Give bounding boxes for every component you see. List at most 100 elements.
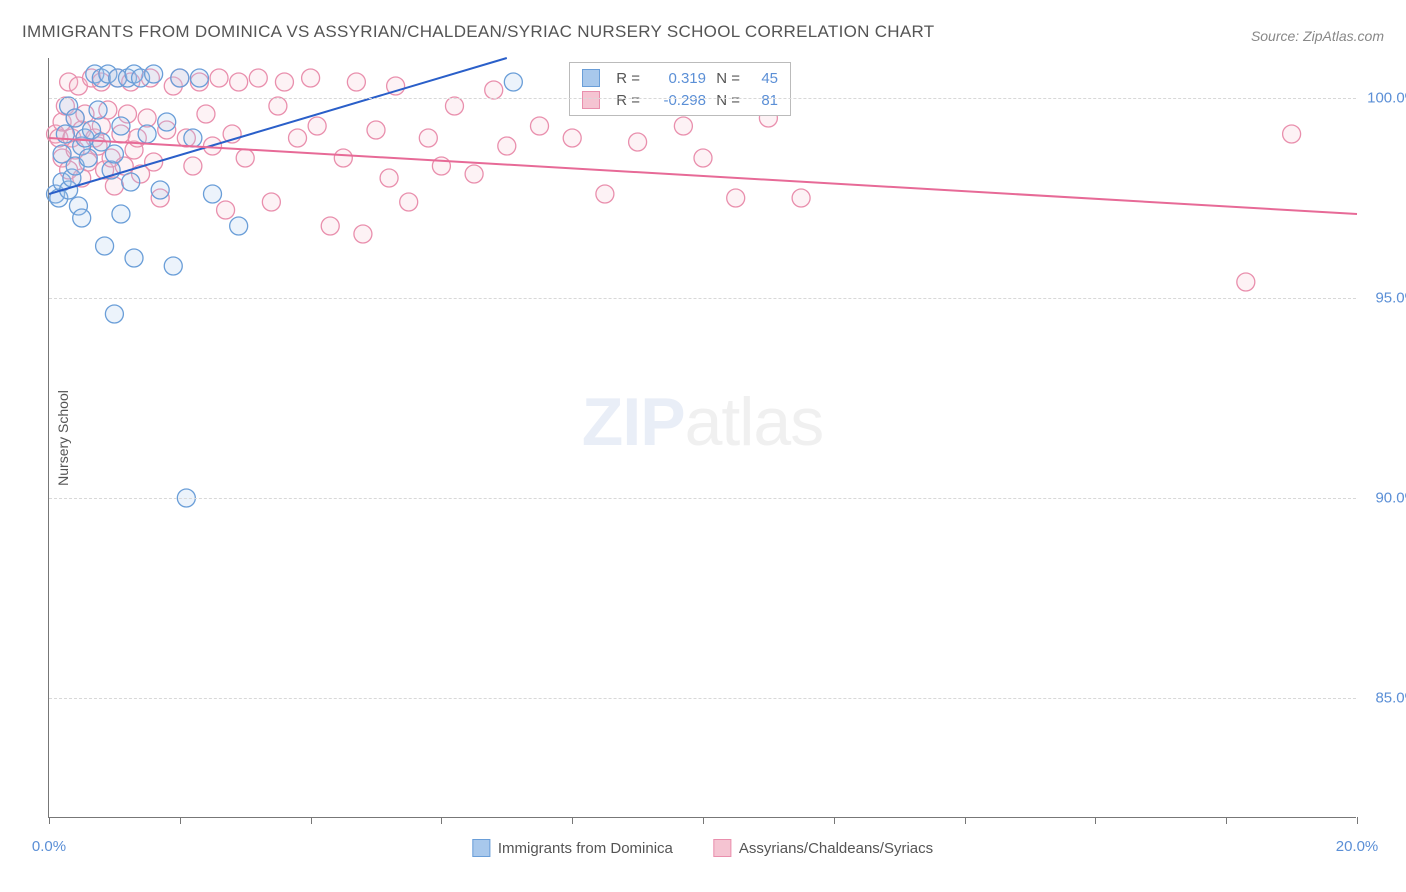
scatter-point: [1283, 125, 1301, 143]
scatter-point: [164, 257, 182, 275]
stats-row-series2: R = -0.298 N = 81: [582, 89, 778, 111]
scatter-point: [485, 81, 503, 99]
y-tick-label: 100.0%: [1367, 90, 1406, 107]
x-tick: [49, 817, 50, 824]
legend-label-2: Assyrians/Chaldeans/Syriacs: [739, 840, 933, 857]
scatter-point: [498, 137, 516, 155]
scatter-point: [125, 249, 143, 267]
scatter-point: [275, 73, 293, 91]
scatter-point: [217, 201, 235, 219]
scatter-point: [66, 109, 84, 127]
x-tick: [834, 817, 835, 824]
legend-label-1: Immigrants from Dominica: [498, 840, 673, 857]
scatter-point: [262, 193, 280, 211]
correlation-stats-box: R = 0.319 N = 45 R = -0.298 N = 81: [569, 62, 791, 116]
scatter-point: [145, 65, 163, 83]
x-tick-label: 0.0%: [32, 838, 66, 855]
stats-n-value-1: 45: [746, 70, 778, 87]
scatter-point: [89, 101, 107, 119]
scatter-point: [419, 129, 437, 147]
x-tick: [1357, 817, 1358, 824]
scatter-point: [445, 97, 463, 115]
scatter-point: [354, 225, 372, 243]
scatter-point: [367, 121, 385, 139]
y-tick-label: 95.0%: [1375, 290, 1406, 307]
scatter-point: [465, 165, 483, 183]
gridline: [49, 698, 1356, 699]
legend-item-2: Assyrians/Chaldeans/Syriacs: [713, 839, 933, 857]
scatter-point: [190, 69, 208, 87]
scatter-point: [204, 185, 222, 203]
scatter-point: [674, 117, 692, 135]
scatter-point: [230, 73, 248, 91]
scatter-point: [96, 237, 114, 255]
scatter-point: [249, 69, 267, 87]
scatter-point: [792, 189, 810, 207]
stats-row-series1: R = 0.319 N = 45: [582, 67, 778, 89]
scatter-point: [138, 125, 156, 143]
scatter-point: [79, 149, 97, 167]
scatter-point: [138, 109, 156, 127]
scatter-point: [1237, 273, 1255, 291]
x-tick: [965, 817, 966, 824]
chart-title: IMMIGRANTS FROM DOMINICA VS ASSYRIAN/CHA…: [22, 22, 934, 42]
legend: Immigrants from Dominica Assyrians/Chald…: [472, 839, 933, 857]
stats-swatch-2: [582, 91, 600, 109]
stats-r-label-1: R =: [612, 70, 640, 87]
scatter-point: [629, 133, 647, 151]
scatter-point: [158, 113, 176, 131]
gridline: [49, 298, 1356, 299]
scatter-point: [380, 169, 398, 187]
chart-plot-area: Nursery School ZIPatlas R = 0.319 N = 45…: [48, 58, 1356, 818]
scatter-point: [197, 105, 215, 123]
stats-n-label-2: N =: [712, 92, 740, 109]
gridline: [49, 498, 1356, 499]
legend-item-1: Immigrants from Dominica: [472, 839, 673, 857]
stats-r-value-1: 0.319: [646, 70, 706, 87]
x-tick: [441, 817, 442, 824]
stats-r-label-2: R =: [612, 92, 640, 109]
scatter-point: [210, 69, 228, 87]
scatter-point: [73, 209, 91, 227]
x-tick: [180, 817, 181, 824]
scatter-point: [308, 117, 326, 135]
scatter-point: [321, 217, 339, 235]
scatter-point: [171, 69, 189, 87]
scatter-point: [184, 129, 202, 147]
scatter-plot-svg: [49, 58, 1356, 817]
x-tick: [1226, 817, 1227, 824]
stats-swatch-1: [582, 69, 600, 87]
scatter-point: [236, 149, 254, 167]
scatter-point: [105, 305, 123, 323]
scatter-point: [531, 117, 549, 135]
scatter-point: [504, 73, 522, 91]
scatter-point: [112, 117, 130, 135]
scatter-point: [230, 217, 248, 235]
scatter-point: [269, 97, 287, 115]
scatter-point: [289, 129, 307, 147]
y-tick-label: 85.0%: [1375, 690, 1406, 707]
y-tick-label: 90.0%: [1375, 490, 1406, 507]
scatter-point: [563, 129, 581, 147]
x-tick: [572, 817, 573, 824]
scatter-point: [694, 149, 712, 167]
source-label: Source: ZipAtlas.com: [1251, 28, 1384, 44]
scatter-point: [122, 173, 140, 191]
scatter-point: [727, 189, 745, 207]
stats-n-value-2: 81: [746, 92, 778, 109]
scatter-point: [184, 157, 202, 175]
scatter-point: [151, 181, 169, 199]
x-tick-label: 20.0%: [1336, 838, 1379, 855]
scatter-point: [112, 205, 130, 223]
stats-n-label-1: N =: [712, 70, 740, 87]
scatter-point: [596, 185, 614, 203]
gridline: [49, 98, 1356, 99]
x-tick: [1095, 817, 1096, 824]
scatter-point: [105, 177, 123, 195]
scatter-point: [302, 69, 320, 87]
legend-swatch-1: [472, 839, 490, 857]
x-tick: [703, 817, 704, 824]
legend-swatch-2: [713, 839, 731, 857]
scatter-point: [347, 73, 365, 91]
scatter-point: [105, 145, 123, 163]
